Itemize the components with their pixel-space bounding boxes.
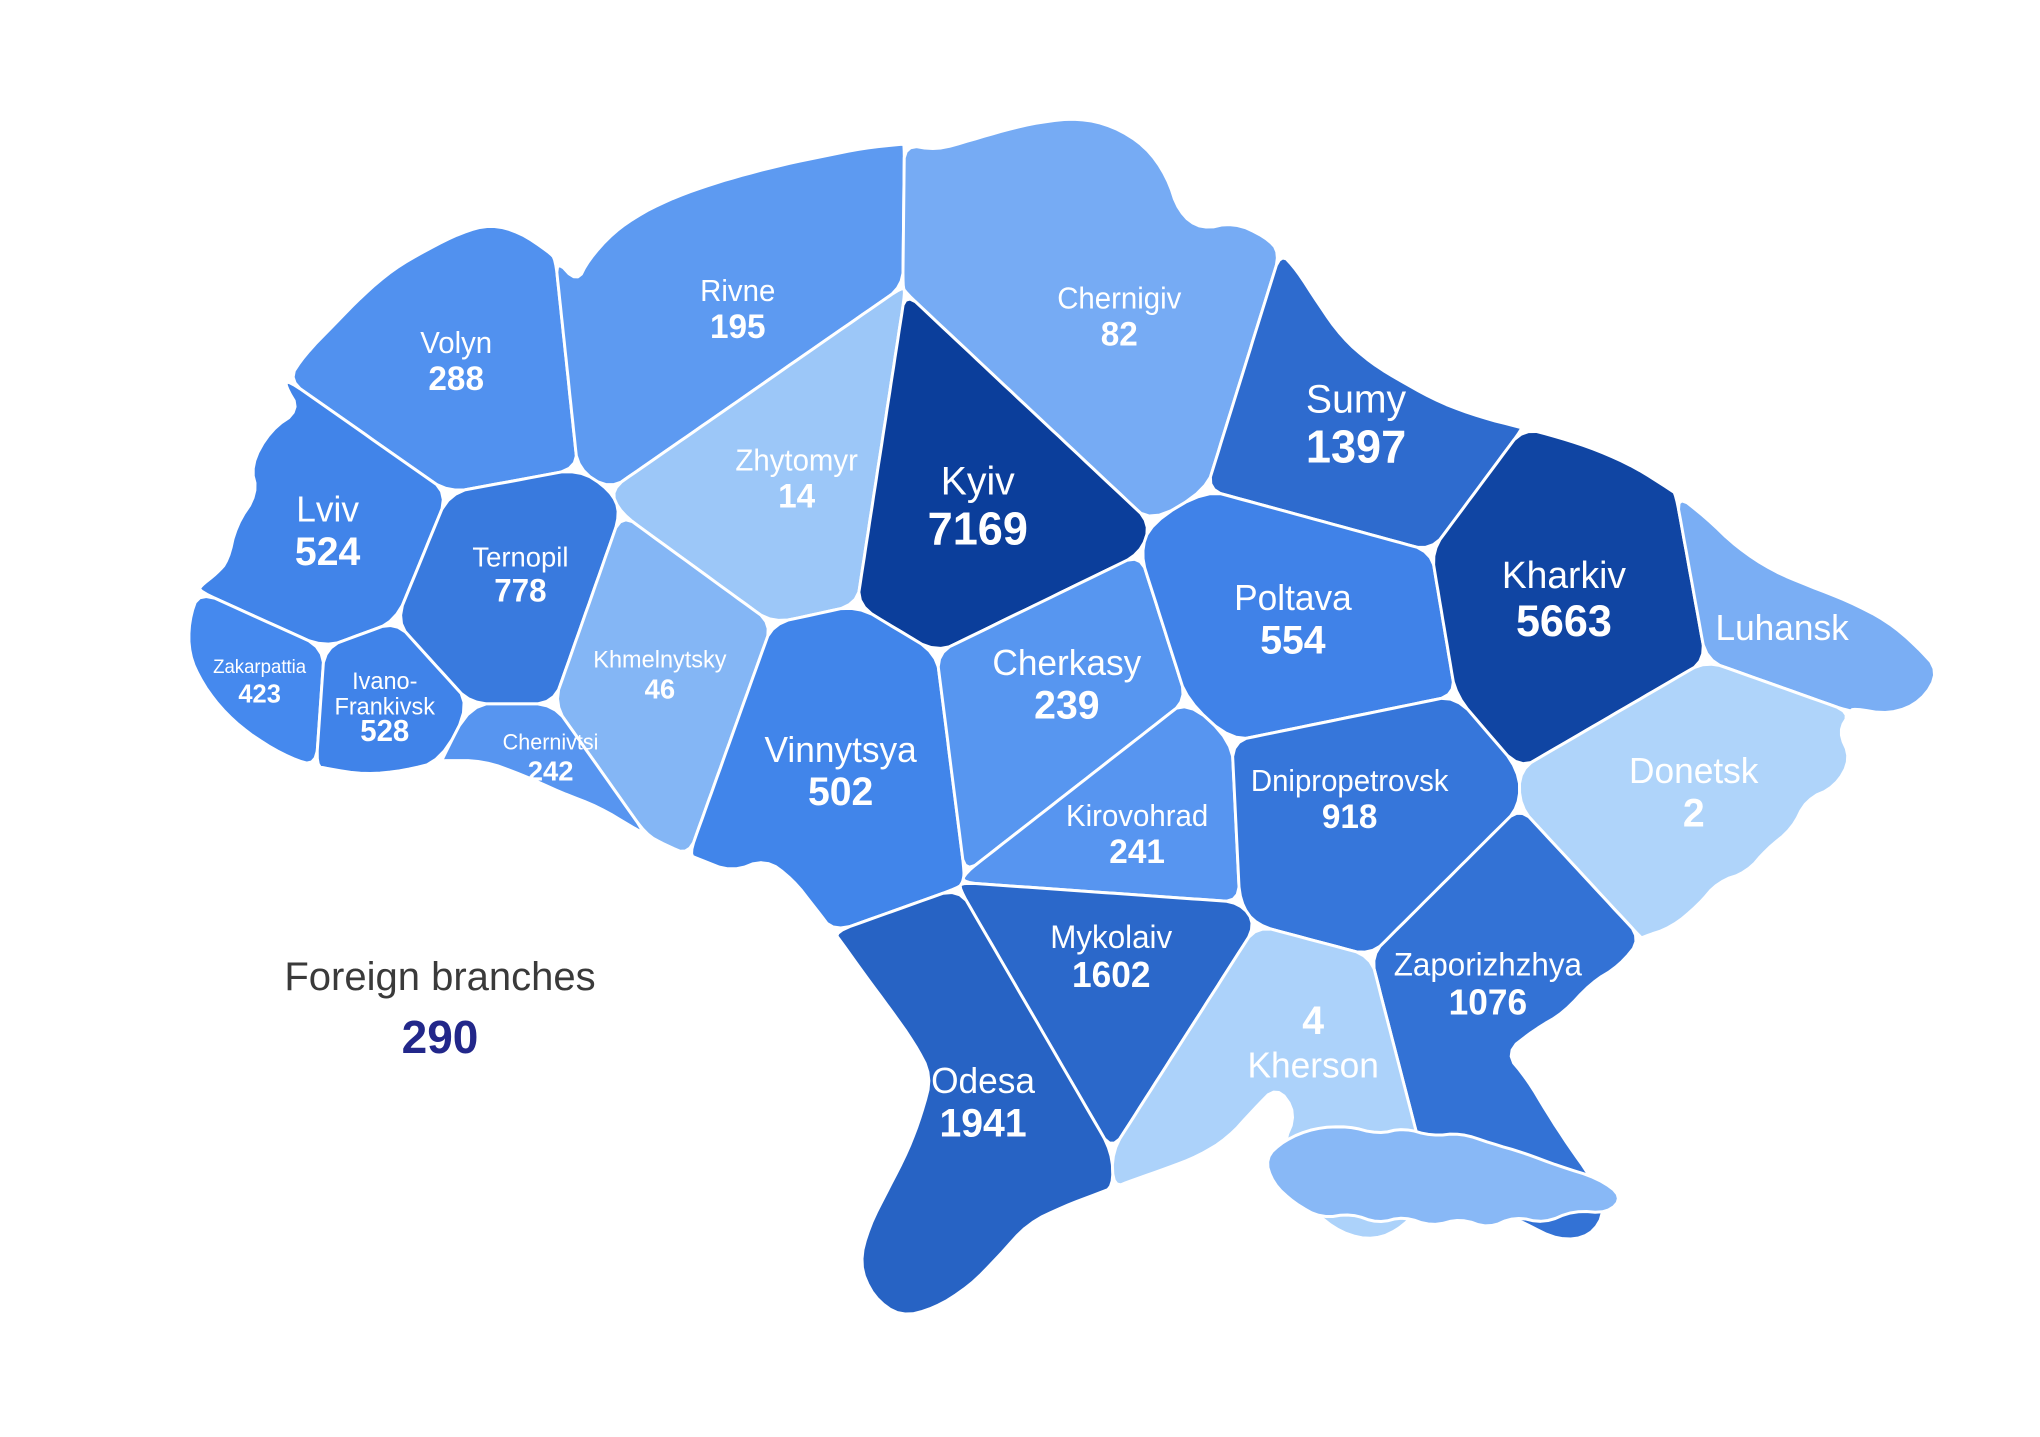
svg-text:528: 528 bbox=[360, 715, 409, 748]
svg-text:4: 4 bbox=[1302, 999, 1324, 1044]
svg-text:195: 195 bbox=[710, 308, 766, 346]
svg-text:554: 554 bbox=[1260, 618, 1325, 663]
svg-text:2: 2 bbox=[1683, 791, 1705, 836]
svg-text:Zhytomyr: Zhytomyr bbox=[735, 444, 858, 477]
svg-text:Poltava: Poltava bbox=[1234, 578, 1352, 618]
svg-text:Kyiv: Kyiv bbox=[941, 459, 1015, 504]
svg-text:46: 46 bbox=[645, 673, 676, 704]
svg-text:Odesa: Odesa bbox=[931, 1061, 1035, 1101]
svg-text:Khmelnytsky: Khmelnytsky bbox=[593, 646, 726, 673]
svg-text:Zaporizhzhya: Zaporizhzhya bbox=[1394, 946, 1583, 982]
svg-text:Ternopil: Ternopil bbox=[472, 541, 568, 572]
svg-text:Sumy: Sumy bbox=[1306, 377, 1406, 422]
svg-text:524: 524 bbox=[295, 529, 360, 574]
svg-text:82: 82 bbox=[1101, 315, 1138, 353]
svg-text:241: 241 bbox=[1109, 832, 1165, 870]
svg-text:1941: 1941 bbox=[939, 1101, 1026, 1146]
svg-text:423: 423 bbox=[238, 680, 280, 708]
svg-text:288: 288 bbox=[428, 360, 484, 398]
svg-text:Kirovohrad: Kirovohrad bbox=[1066, 800, 1208, 833]
svg-text:Kharkiv: Kharkiv bbox=[1502, 554, 1626, 597]
svg-text:242: 242 bbox=[528, 755, 574, 786]
svg-text:Luhansk: Luhansk bbox=[1715, 608, 1848, 648]
svg-text:Mykolaiv: Mykolaiv bbox=[1050, 919, 1172, 955]
svg-text:Chernivtsi: Chernivtsi bbox=[503, 729, 599, 754]
svg-text:Dnipropetrovsk: Dnipropetrovsk bbox=[1251, 765, 1449, 798]
svg-text:778: 778 bbox=[494, 572, 546, 608]
svg-text:14: 14 bbox=[778, 477, 815, 515]
svg-text:Zakarpattia: Zakarpattia bbox=[213, 656, 307, 677]
svg-text:Donetsk: Donetsk bbox=[1629, 751, 1759, 791]
svg-text:Chernigiv: Chernigiv bbox=[1057, 282, 1181, 315]
svg-text:502: 502 bbox=[808, 770, 873, 815]
svg-text:Kherson: Kherson bbox=[1248, 1045, 1379, 1085]
svg-text:Lviv: Lviv bbox=[296, 489, 359, 529]
svg-text:1397: 1397 bbox=[1306, 421, 1406, 473]
svg-text:Ivano-: Ivano- bbox=[352, 668, 417, 695]
svg-text:5663: 5663 bbox=[1516, 597, 1612, 647]
svg-text:Cherkasy: Cherkasy bbox=[992, 643, 1141, 683]
svg-text:Rivne: Rivne bbox=[700, 275, 775, 308]
svg-text:Volyn: Volyn bbox=[420, 327, 492, 360]
svg-text:239: 239 bbox=[1034, 683, 1099, 728]
svg-text:Vinnytsya: Vinnytsya bbox=[765, 730, 917, 770]
svg-text:1076: 1076 bbox=[1449, 982, 1527, 1022]
svg-text:918: 918 bbox=[1322, 797, 1378, 835]
svg-text:1602: 1602 bbox=[1072, 955, 1150, 995]
svg-text:7169: 7169 bbox=[928, 503, 1028, 555]
